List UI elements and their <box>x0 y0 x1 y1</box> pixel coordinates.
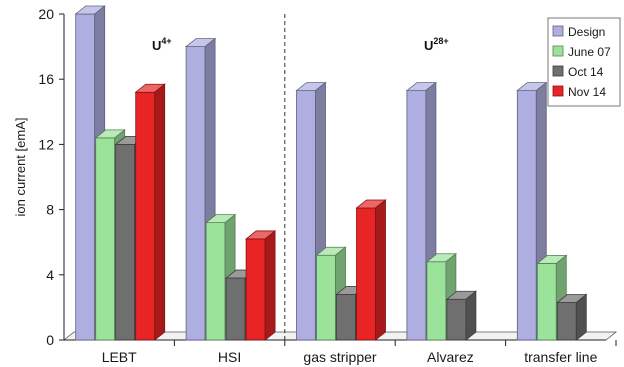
ion-charge-superscript: 28+ <box>433 36 448 46</box>
legend-swatch <box>552 25 564 37</box>
y-tick-label: 0 <box>46 332 54 348</box>
bar-side <box>575 293 587 341</box>
bar-side <box>264 230 276 341</box>
bar-front <box>536 262 557 341</box>
bar-front <box>356 207 376 341</box>
legend-label: Oct 14 <box>568 65 604 79</box>
bar-front <box>406 90 427 341</box>
y-tick-label: 16 <box>38 71 54 87</box>
bar <box>445 290 478 341</box>
bar-front <box>556 302 577 341</box>
ion-annotation: U4+ <box>152 36 172 53</box>
ion-annotation: U28+ <box>424 36 449 53</box>
legend-label: Design <box>568 25 605 39</box>
bar-side <box>465 290 477 341</box>
ion-charge-superscript: 4+ <box>161 36 171 46</box>
bar-front <box>225 277 246 341</box>
bar-front <box>135 91 156 341</box>
bar-front <box>95 137 116 341</box>
bar <box>556 293 588 341</box>
x-tick-label: Alvarez <box>427 349 474 365</box>
bar-front <box>446 298 467 341</box>
x-tick-label: HSI <box>218 349 241 365</box>
bar-front <box>516 90 537 341</box>
x-tick-label: transfer line <box>524 349 597 365</box>
legend-swatch <box>552 45 564 57</box>
legend-label: June 07 <box>568 45 611 59</box>
bar <box>134 83 166 341</box>
bar-front <box>75 13 96 341</box>
bar <box>355 199 387 341</box>
x-tick-label: gas stripper <box>303 349 376 365</box>
y-tick-label: 4 <box>46 267 54 283</box>
bar-front <box>336 293 356 341</box>
bar-front <box>115 143 136 341</box>
legend-swatch <box>552 65 564 77</box>
bar-front <box>205 222 226 341</box>
y-tick-label: 8 <box>46 202 54 218</box>
bar-front <box>426 261 447 341</box>
bar-front <box>316 254 336 341</box>
y-tick-label: 12 <box>38 136 54 152</box>
y-axis-title: ion current [emA] <box>13 118 28 217</box>
legend-label: Nov 14 <box>568 85 606 99</box>
bar-front <box>185 46 206 341</box>
y-tick-label: 20 <box>38 6 54 22</box>
legend-swatch <box>552 85 564 97</box>
bar <box>244 230 277 341</box>
bar-side <box>375 199 386 341</box>
bar-front <box>245 238 266 341</box>
bar-front <box>296 90 316 341</box>
bar-side <box>154 83 166 341</box>
x-tick-label: LEBT <box>102 349 137 365</box>
